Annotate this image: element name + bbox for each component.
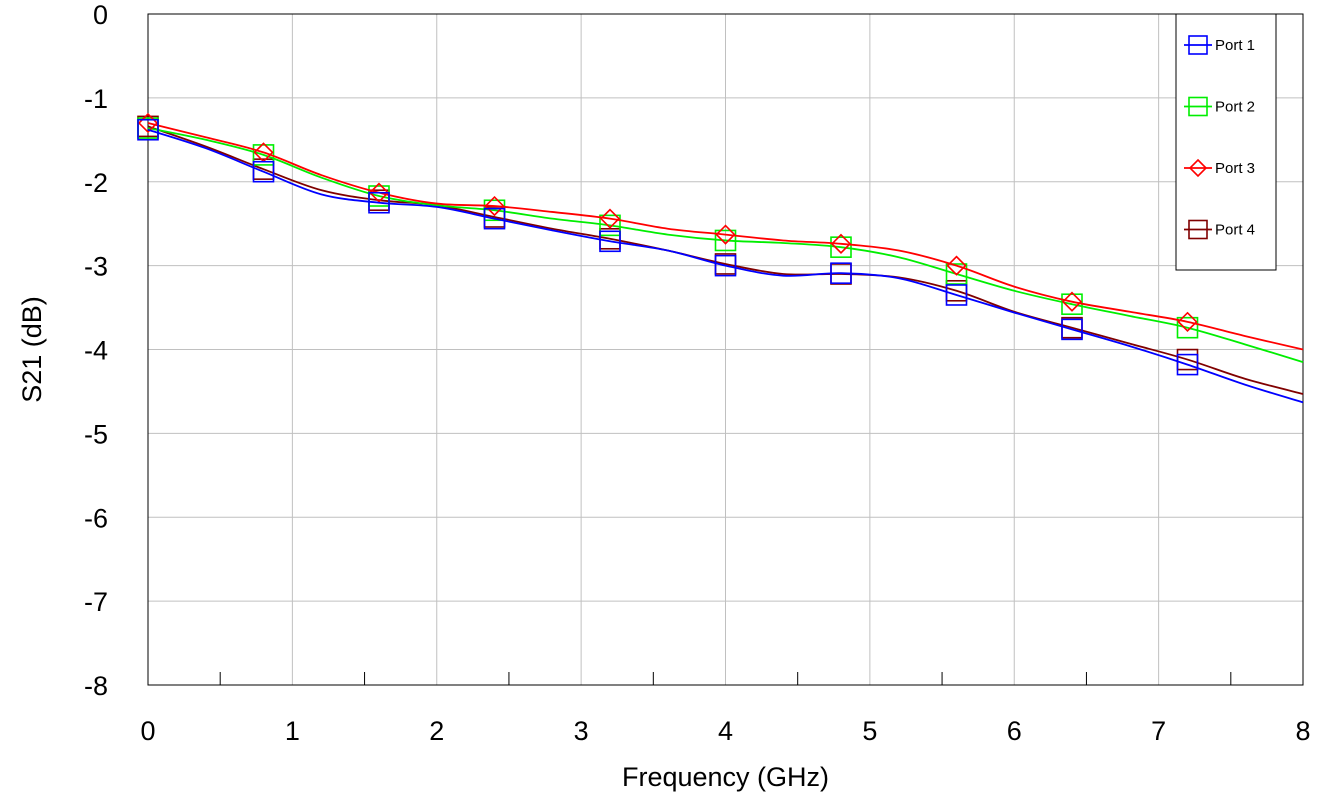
series-point: [599, 208, 621, 229]
y-tick-label: 0: [93, 0, 108, 30]
legend-item: Port 4: [1184, 219, 1255, 240]
series-point: [714, 254, 737, 277]
series-point: [945, 263, 968, 285]
series-point: [1177, 311, 1198, 332]
series-point: [1061, 291, 1083, 312]
series-point: [945, 284, 968, 306]
series-line: [147, 128, 1304, 404]
legend-label: Port 3: [1215, 160, 1255, 177]
series-point: [946, 255, 967, 276]
y-tick-label: -8: [84, 671, 108, 701]
series-line: [147, 122, 1304, 351]
y-tick-label: -1: [84, 84, 108, 114]
y-axis-title: S21 (dB): [17, 296, 47, 403]
x-tick-label: 6: [1007, 716, 1022, 746]
legend-item: Port 3: [1184, 158, 1255, 178]
x-tick-label: 1: [285, 716, 300, 746]
y-tick-label: -3: [84, 252, 108, 282]
legend-box: [1175, 13, 1277, 271]
x-tick-label: 8: [1295, 716, 1310, 746]
legend-label: Port 2: [1215, 99, 1255, 116]
legend-label: Port 1: [1215, 37, 1255, 54]
grid-lines: [148, 14, 1303, 685]
legend-marker: [1188, 158, 1208, 178]
series-point: [483, 207, 506, 230]
y-tick-label: -5: [84, 419, 108, 449]
x-tick-label: 3: [574, 716, 589, 746]
x-tick-label: 5: [862, 716, 877, 746]
x-tick-label: 2: [429, 716, 444, 746]
series-line: [147, 127, 1304, 363]
x-tick-label: 0: [140, 716, 155, 746]
series-point: [484, 195, 505, 217]
x-axis-tick-labels: 0 1 2 3 4 5 6 7 8: [140, 716, 1310, 746]
series-point: [1176, 316, 1199, 339]
series-line: [147, 125, 1304, 395]
series-port-2: [137, 117, 1304, 363]
y-tick-label: -7: [84, 587, 108, 617]
series-point: [830, 233, 852, 254]
legend-item: Port 2: [1184, 96, 1255, 117]
series-point: [714, 229, 737, 252]
series-point: [137, 118, 159, 141]
y-tick-label: -4: [84, 336, 108, 366]
series-point: [599, 230, 621, 253]
x-tick-label: 4: [718, 716, 733, 746]
x-tick-label: 7: [1151, 716, 1166, 746]
legend-marker: [1188, 219, 1208, 240]
series-port-1: [137, 118, 1304, 404]
x-axis-title: Frequency (GHz): [622, 762, 829, 792]
y-tick-label: -2: [84, 168, 108, 198]
series-point: [715, 224, 736, 245]
series-point: [830, 262, 852, 284]
series-point: [599, 214, 621, 237]
legend: Port 1 Port 2 Port 3 Port 4: [1175, 13, 1277, 271]
legend-marker: [1188, 96, 1208, 117]
series-point: [368, 191, 390, 214]
series-point: [368, 182, 390, 203]
x-minor-ticks: [219, 672, 1232, 685]
series-port-3: [137, 112, 1304, 351]
series-point: [252, 144, 275, 166]
legend-item: Port 1: [1184, 35, 1255, 55]
y-axis-tick-labels: 0 -1 -2 -3 -4 -5 -6 -7 -8: [84, 0, 108, 701]
series-point: [1061, 318, 1083, 341]
legend-label: Port 4: [1215, 222, 1255, 239]
series-point: [252, 160, 275, 183]
y-tick-label: -6: [84, 503, 108, 533]
series-layer: [137, 112, 1304, 404]
series-point: [1176, 353, 1199, 376]
series-point: [830, 236, 852, 258]
legend-marker: [1188, 35, 1208, 55]
